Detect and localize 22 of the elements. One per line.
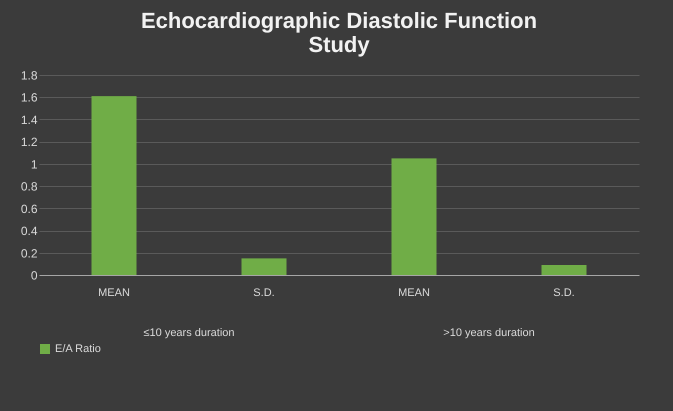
x-tick-label: MEAN bbox=[398, 287, 430, 299]
x-tick-label: MEAN bbox=[98, 287, 130, 299]
y-tick-label: 0.6 bbox=[20, 202, 38, 216]
text: >10 years duration bbox=[443, 327, 535, 339]
chart-title: Echocardiographic Diastolic Function Study bbox=[140, 8, 538, 57]
y-tick-label: 1.8 bbox=[20, 68, 38, 82]
legend-label: E/A Ratio bbox=[55, 343, 101, 355]
y-tick-label: 1 bbox=[30, 157, 38, 172]
y-tick-label: 1.6 bbox=[20, 90, 38, 105]
y-tick-label: 0.8 bbox=[20, 180, 38, 194]
bar bbox=[542, 265, 586, 275]
y-tick-label: 0.4 bbox=[20, 224, 38, 238]
bar bbox=[92, 96, 136, 275]
y-tick-label: 1.2 bbox=[20, 135, 38, 150]
y-tick-label: 0 bbox=[30, 268, 38, 282]
y-tick-label: 1.4 bbox=[20, 112, 38, 127]
y-tick-label: 0.2 bbox=[20, 246, 38, 260]
x-tick-label: S.D. bbox=[553, 287, 575, 299]
x-tick-label: S.D. bbox=[253, 287, 275, 299]
bar bbox=[242, 258, 286, 275]
bar bbox=[392, 158, 436, 275]
text: ≤10 years duration bbox=[143, 327, 235, 339]
